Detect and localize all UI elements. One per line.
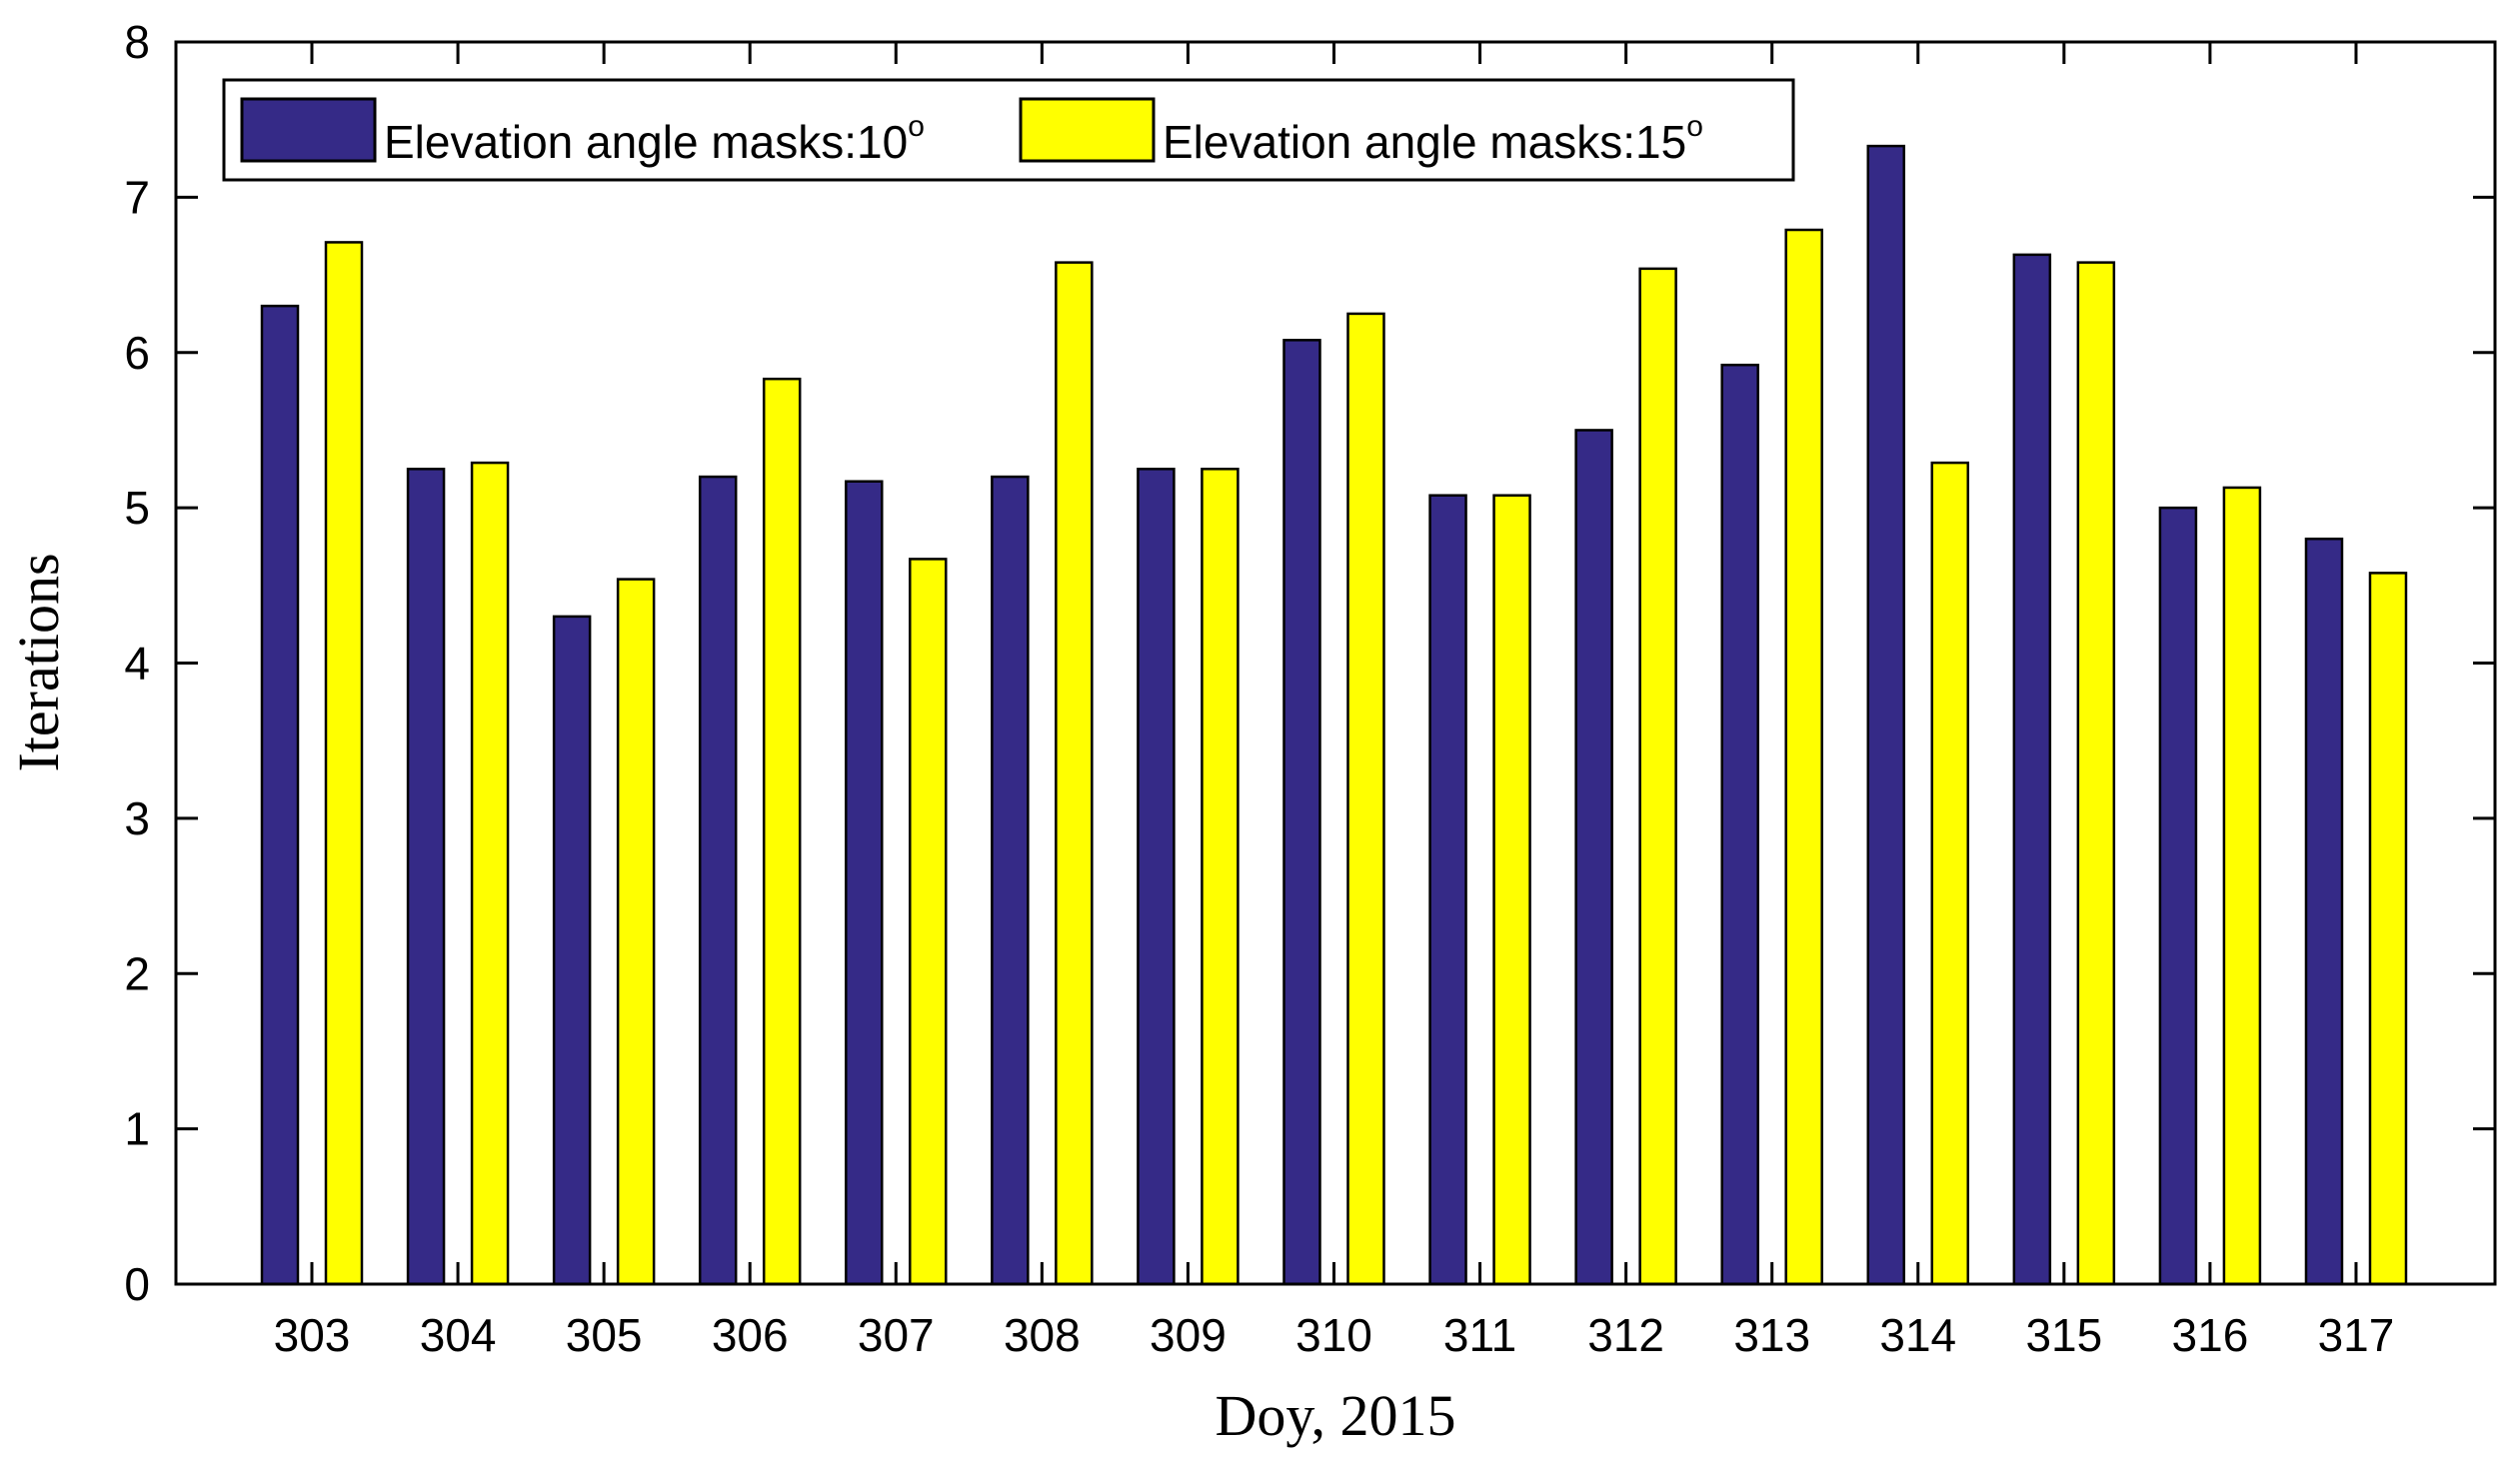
bar-series-2-303 <box>324 241 364 1286</box>
legend-swatch-series-1 <box>240 97 377 163</box>
bars-group <box>260 144 2408 1286</box>
bar-series-2-316 <box>2222 486 2262 1286</box>
x-tick-label: 306 <box>712 1309 789 1361</box>
bar-series-2-306 <box>762 377 802 1286</box>
bar-series-1-309 <box>1137 468 1176 1286</box>
bar-series-2-312 <box>1638 267 1677 1286</box>
bar-series-1-304 <box>406 468 446 1286</box>
x-tick-label: 303 <box>274 1309 351 1361</box>
bar-series-2-307 <box>909 558 948 1286</box>
legend-label-series-2-sup: o <box>1686 110 1703 143</box>
y-tick-label: 0 <box>124 1258 150 1310</box>
legend-label-series-2: Elevation angle masks:15o <box>1163 110 1703 168</box>
x-axis-ticks: 303 304 305 306 307 308 309 310 311 312 313 314 315 3… <box>274 42 2395 1361</box>
bar-series-2-305 <box>616 578 656 1286</box>
bar-series-1-310 <box>1282 339 1321 1286</box>
legend-box <box>222 78 1795 182</box>
legend-swatch-series-2 <box>1019 97 1156 163</box>
legend: Elevation angle masks:10o Elevation angl… <box>222 78 1795 182</box>
plot-frame <box>174 40 2497 1286</box>
y-tick-label: 2 <box>124 947 150 999</box>
legend-label-series-1-text: Elevation angle masks:10 <box>384 116 908 168</box>
y-axis-ticks: 0 1 2 3 4 5 6 7 8 <box>124 16 2495 1310</box>
x-axis-title: Doy, 2015 <box>1215 1383 1455 1448</box>
bar-series-2-310 <box>1346 312 1385 1286</box>
bar-series-1-305 <box>552 615 592 1286</box>
x-tick-label: 308 <box>1004 1309 1081 1361</box>
x-tick-label: 310 <box>1295 1309 1372 1361</box>
bar-series-2-315 <box>2076 261 2116 1286</box>
x-tick-label: 315 <box>2025 1309 2102 1361</box>
bar-series-1-317 <box>2304 537 2344 1286</box>
y-tick-label: 7 <box>124 171 150 223</box>
y-tick-label: 4 <box>124 638 150 690</box>
y-tick-label: 3 <box>124 792 150 844</box>
bar-series-1-307 <box>845 480 884 1286</box>
y-tick-label: 8 <box>124 16 150 68</box>
bar-series-1-316 <box>2158 506 2198 1286</box>
legend-label-series-1: Elevation angle masks:10o <box>384 110 925 168</box>
x-tick-label: 307 <box>858 1309 935 1361</box>
x-tick-label: 317 <box>2318 1309 2395 1361</box>
y-tick-label: 6 <box>124 327 150 379</box>
bar-series-1-312 <box>1574 429 1613 1286</box>
bar-series-2-314 <box>1930 461 1970 1286</box>
bar-series-2-304 <box>470 461 510 1286</box>
legend-label-series-1-sup: o <box>908 110 925 143</box>
y-tick-label: 1 <box>124 1103 150 1155</box>
bar-series-2-309 <box>1201 468 1240 1286</box>
y-tick-label: 5 <box>124 482 150 534</box>
bar-series-1-306 <box>698 475 738 1286</box>
bar-series-2-311 <box>1492 494 1531 1286</box>
legend-label-series-2-text: Elevation angle masks:15 <box>1163 116 1686 168</box>
x-tick-label: 305 <box>566 1309 643 1361</box>
x-tick-label: 311 <box>1443 1309 1516 1361</box>
bar-series-2-317 <box>2368 572 2408 1286</box>
bar-series-1-311 <box>1428 494 1467 1286</box>
x-tick-label: 314 <box>1879 1309 1956 1361</box>
bar-series-1-308 <box>991 475 1030 1286</box>
x-tick-label: 309 <box>1150 1309 1227 1361</box>
x-tick-label: 316 <box>2172 1309 2249 1361</box>
bar-series-1-303 <box>260 304 300 1286</box>
bar-series-1-313 <box>1720 363 1759 1286</box>
x-tick-label: 313 <box>1733 1309 1810 1361</box>
x-tick-label: 304 <box>420 1309 497 1361</box>
y-axis-title: Iterations <box>6 553 71 771</box>
bar-series-1-314 <box>1866 144 1906 1286</box>
bar-series-2-308 <box>1055 261 1094 1286</box>
bar-series-2-313 <box>1784 228 1823 1286</box>
bar-series-1-315 <box>2012 253 2052 1286</box>
x-tick-label: 312 <box>1587 1309 1664 1361</box>
